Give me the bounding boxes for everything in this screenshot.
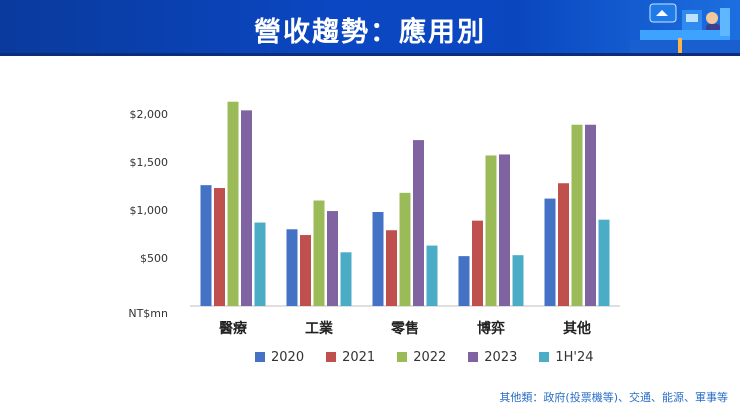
- bar-1H24-1: [340, 252, 352, 306]
- bar-2023-2: [413, 140, 424, 306]
- bar-2020-3: [458, 256, 470, 306]
- bar-1H24-3: [512, 255, 524, 306]
- category-label: 工業: [305, 320, 334, 337]
- bar-2020-4: [544, 198, 556, 306]
- category-label: 博弈: [477, 320, 505, 337]
- chart-legend: 2020 2021 2022 2023 1H'24: [255, 347, 615, 367]
- category-label: 醫療: [219, 320, 248, 337]
- legend-swatch: [255, 352, 265, 362]
- bar-2021-1: [300, 235, 311, 306]
- y-tick-label: $500: [140, 252, 168, 265]
- bar-2022-3: [485, 155, 497, 306]
- bar-2022-4: [571, 124, 583, 307]
- bar-2020-0: [200, 185, 212, 306]
- bar-2021-2: [386, 230, 397, 306]
- legend-swatch: [326, 352, 337, 362]
- legend-swatch: [539, 352, 550, 362]
- legend-item: 2020: [255, 350, 304, 365]
- legend-label: 2023: [484, 349, 518, 365]
- y-tick-label: $2,000: [130, 108, 169, 121]
- legend-label: 2022: [413, 349, 447, 365]
- bar-1H24-2: [426, 245, 438, 306]
- bar-2023-3: [499, 154, 510, 306]
- legend-item: 2023: [468, 350, 517, 365]
- legend-item: 2021: [326, 350, 375, 365]
- y-tick-label: $1,500: [130, 156, 169, 169]
- legend-label: 1H'24: [555, 349, 594, 365]
- legend-label: 2020: [271, 349, 305, 365]
- bar-2022-1: [313, 200, 325, 306]
- bar-2023-4: [585, 124, 596, 307]
- bar-2021-4: [558, 183, 569, 306]
- bar-2023-0: [241, 110, 252, 306]
- bar-2023-1: [327, 211, 338, 306]
- bar-1H24-0: [254, 222, 266, 306]
- title-banner: 營收趨勢：應用別: [0, 0, 740, 56]
- y-tick-label: $1,000: [130, 204, 169, 217]
- legend-swatch: [468, 352, 479, 362]
- legend-swatch: [397, 352, 408, 362]
- banner-divider: [0, 53, 740, 56]
- bar-1H24-4: [598, 219, 610, 306]
- legend-label: 2021: [342, 349, 376, 365]
- bar-2020-2: [372, 212, 384, 306]
- footnote: 其他類：政府(投票機等)、交通、能源、軍事等: [499, 391, 728, 404]
- category-label: 零售: [390, 320, 419, 337]
- category-label: 其他: [563, 320, 591, 337]
- legend-item: 1H'24: [539, 349, 594, 365]
- bar-2022-2: [399, 192, 411, 306]
- y-axis-label: NT$mn: [128, 307, 168, 320]
- bar-2020-1: [286, 229, 298, 306]
- bar-2022-0: [227, 101, 239, 306]
- bar-2021-3: [472, 220, 483, 306]
- decoration-illustration-icon: [630, 3, 740, 56]
- bar-2021-0: [214, 188, 225, 306]
- legend-item: 2022: [397, 350, 446, 365]
- page-title: 營收趨勢：應用別: [254, 17, 486, 48]
